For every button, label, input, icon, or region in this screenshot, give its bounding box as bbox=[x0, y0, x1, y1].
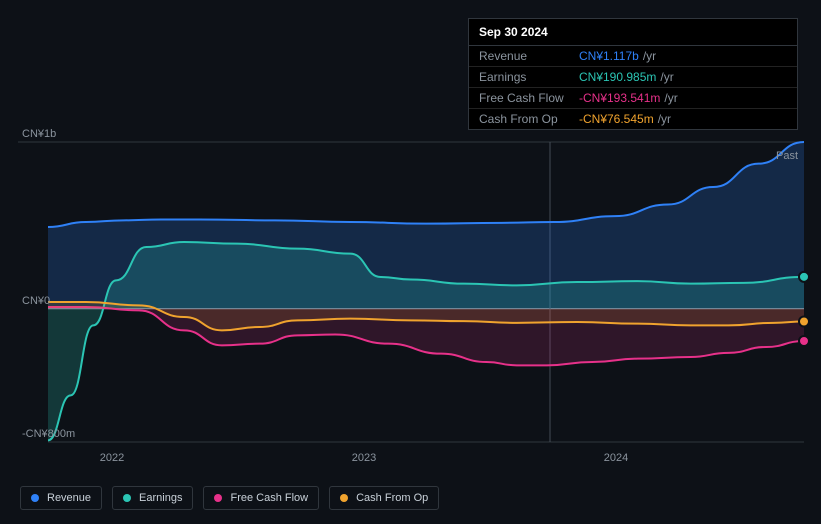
tooltip-row: EarningsCN¥190.985m/yr bbox=[469, 67, 797, 88]
tooltip-row-unit: /yr bbox=[660, 70, 673, 84]
tooltip-row-label: Earnings bbox=[479, 70, 579, 84]
tooltip-row-unit: /yr bbox=[643, 49, 656, 63]
x-tick-label: 2022 bbox=[100, 452, 124, 464]
legend-label: Earnings bbox=[139, 492, 182, 504]
legend: Revenue Earnings Free Cash Flow Cash From O… bbox=[20, 486, 439, 510]
legend-label: Revenue bbox=[47, 492, 91, 504]
legend-item-cash-from-op[interactable]: Cash From Op bbox=[329, 486, 439, 510]
legend-item-free-cash-flow[interactable]: Free Cash Flow bbox=[203, 486, 319, 510]
tooltip-row-value: -CN¥76.545m bbox=[579, 112, 654, 126]
legend-dot-icon bbox=[214, 494, 222, 502]
legend-label: Cash From Op bbox=[356, 492, 428, 504]
legend-dot-icon bbox=[31, 494, 39, 502]
tooltip-row-unit: /yr bbox=[658, 112, 671, 126]
tooltip-row: Cash From Op-CN¥76.545m/yr bbox=[469, 109, 797, 129]
legend-dot-icon bbox=[123, 494, 131, 502]
tooltip-row-label: Cash From Op bbox=[479, 112, 579, 126]
legend-dot-icon bbox=[340, 494, 348, 502]
x-tick-label: 2023 bbox=[352, 452, 376, 464]
tooltip-date: Sep 30 2024 bbox=[469, 19, 797, 46]
past-label: Past bbox=[776, 150, 798, 162]
tooltip: Sep 30 2024 RevenueCN¥1.117b/yrEarningsC… bbox=[468, 18, 798, 130]
legend-item-revenue[interactable]: Revenue bbox=[20, 486, 102, 510]
tooltip-row-label: Free Cash Flow bbox=[479, 91, 579, 105]
tooltip-row: RevenueCN¥1.117b/yr bbox=[469, 46, 797, 67]
legend-label: Free Cash Flow bbox=[230, 492, 308, 504]
tooltip-row-value: -CN¥193.541m bbox=[579, 91, 660, 105]
tooltip-row-value: CN¥190.985m bbox=[579, 70, 656, 84]
legend-item-earnings[interactable]: Earnings bbox=[112, 486, 193, 510]
y-tick-label: -CN¥800m bbox=[22, 428, 75, 440]
y-tick-label: CN¥1b bbox=[22, 128, 56, 140]
tooltip-row-label: Revenue bbox=[479, 49, 579, 63]
tooltip-row: Free Cash Flow-CN¥193.541m/yr bbox=[469, 88, 797, 109]
y-tick-label: CN¥0 bbox=[22, 295, 50, 307]
x-tick-label: 2024 bbox=[604, 452, 628, 464]
tooltip-row-unit: /yr bbox=[664, 91, 677, 105]
chart-container: CN¥1b CN¥0 -CN¥800m 2022 2023 2024 Past Sep … bbox=[0, 0, 821, 524]
tooltip-row-value: CN¥1.117b bbox=[579, 49, 639, 63]
